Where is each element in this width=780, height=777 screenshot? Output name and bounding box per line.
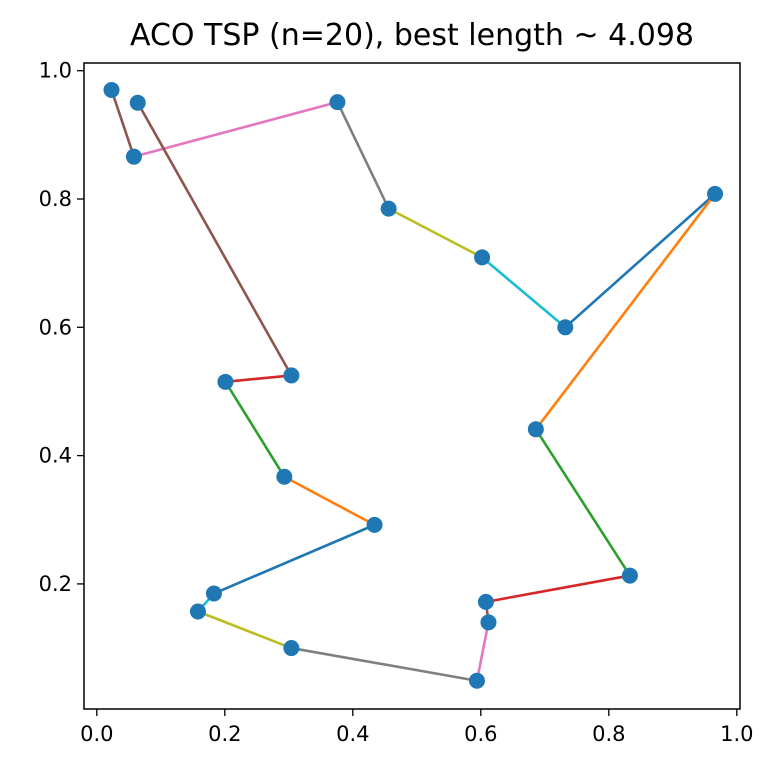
- tour-segment: [282, 475, 377, 527]
- tour-segment: [534, 427, 632, 578]
- city-point: [380, 200, 397, 217]
- x-tick-label: 0.4: [336, 722, 369, 746]
- city-point: [189, 603, 206, 620]
- y-tick-label: 0.8: [39, 187, 72, 211]
- y-tick-label: 0.2: [39, 572, 72, 596]
- tour-segment: [223, 380, 287, 479]
- city-point: [366, 516, 383, 533]
- tour-segment: [386, 206, 484, 260]
- x-tick-label: 1.0: [720, 722, 753, 746]
- chart-title: ACO TSP (n=20), best length ~ 4.098: [130, 18, 694, 53]
- tour-segment: [335, 100, 391, 211]
- tour-segment: [212, 523, 377, 596]
- city-point: [103, 81, 120, 98]
- y-tick-label: 0.6: [39, 315, 72, 339]
- tour-segment: [475, 620, 491, 683]
- city-point: [283, 367, 300, 384]
- x-tick-label: 0.2: [208, 722, 241, 746]
- tour-segment: [563, 192, 717, 330]
- y-axis: 0.2 0.4 0.6 0.8 1.0: [39, 59, 84, 596]
- city-point: [621, 567, 638, 584]
- city-point: [468, 672, 485, 689]
- x-axis: 0.0 0.2 0.4 0.6 0.8 1.0: [80, 709, 754, 746]
- tour-segment: [224, 373, 293, 384]
- tour-segment: [135, 101, 294, 378]
- tour-segment: [484, 574, 632, 604]
- tour-segment: [480, 255, 568, 330]
- y-tick-label: 1.0: [39, 59, 72, 83]
- tour-segment: [196, 609, 294, 650]
- city-point: [527, 421, 544, 438]
- tour-segment: [132, 100, 340, 159]
- city-point: [474, 249, 491, 266]
- tour-segment: [289, 646, 479, 683]
- tour-segment: [109, 88, 136, 159]
- city-point: [217, 373, 234, 390]
- tour-segments: [109, 88, 717, 683]
- x-tick-label: 0.8: [592, 722, 625, 746]
- x-tick-label: 0.6: [464, 722, 497, 746]
- city-points: [103, 81, 724, 689]
- city-point: [329, 94, 346, 111]
- city-point: [205, 585, 222, 602]
- city-point: [557, 319, 574, 336]
- city-point: [283, 640, 300, 657]
- y-tick-label: 0.4: [39, 444, 72, 468]
- city-point: [707, 185, 724, 202]
- tour-segment: [534, 192, 717, 432]
- city-point: [276, 468, 293, 485]
- x-tick-label: 0.0: [80, 722, 113, 746]
- city-point: [477, 593, 494, 610]
- city-point: [125, 148, 142, 165]
- city-point: [480, 614, 497, 631]
- plot-frame: [83, 62, 741, 710]
- city-point: [129, 94, 146, 111]
